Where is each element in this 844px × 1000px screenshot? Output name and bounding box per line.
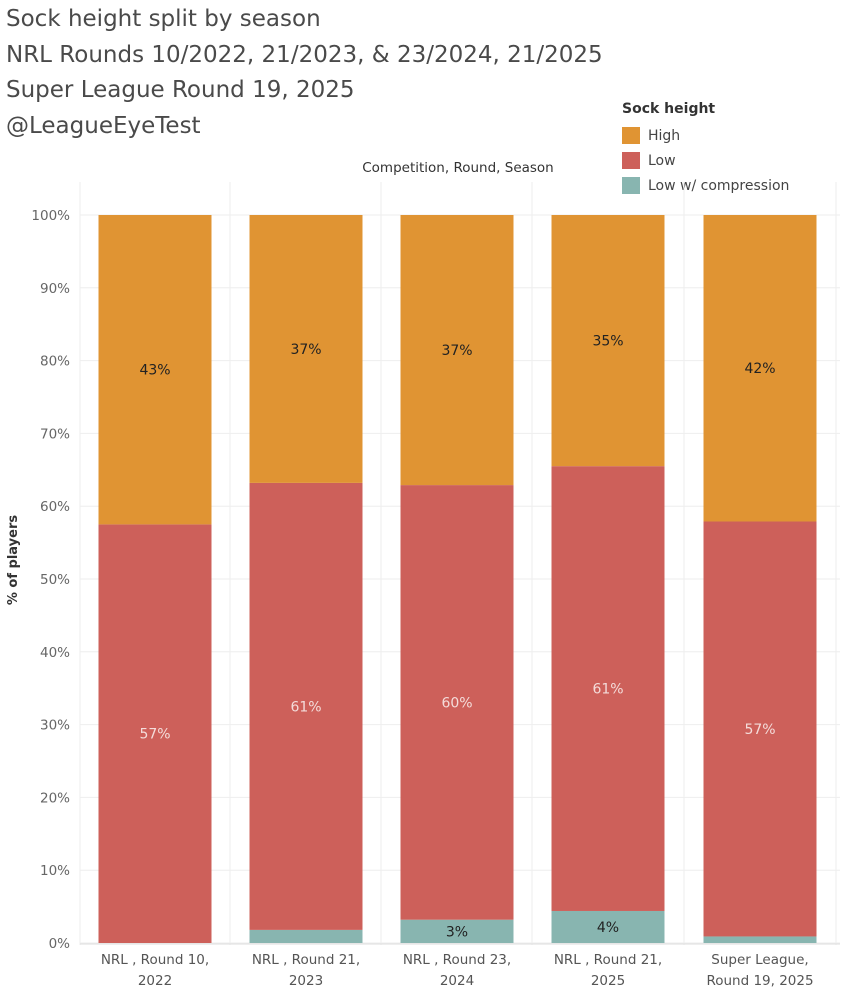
y-axis-ticks: 0% 10% 20% 30% 40% 50% 60% 70% 80% 90% 100%	[31, 208, 70, 952]
data-label: 57%	[139, 727, 170, 743]
data-label: 37%	[290, 342, 321, 358]
legend: Sock height High Low Low w/ compression	[622, 101, 789, 198]
legend-title: Sock height	[622, 101, 716, 117]
x-tick-label-line: Round 19, 2025	[706, 973, 813, 989]
data-label: 61%	[290, 699, 321, 715]
data-label: 42%	[744, 361, 775, 377]
bar-segment[interactable]	[551, 466, 665, 911]
bar-segment[interactable]	[98, 524, 212, 943]
x-tick-label-line: 2023	[289, 973, 323, 989]
x-tick-label-line: NRL , Round 21,	[554, 952, 662, 968]
x-tick-label-line: NRL , Round 23,	[403, 952, 511, 968]
x-tick-label: NRL , Round 23, 2024	[403, 952, 511, 989]
legend-item-low-compression[interactable]: Low w/ compression	[622, 173, 789, 198]
data-label: 35%	[592, 334, 623, 350]
title-line-3: Super League Round 19, 2025	[6, 77, 355, 103]
y-tick-label: 10%	[40, 863, 70, 879]
bar-segment[interactable]	[703, 215, 817, 522]
bar-segment[interactable]	[400, 215, 514, 486]
x-tick-label: NRL , Round 10, 2022	[101, 952, 209, 989]
x-tick-label: Super League, Round 19, 2025	[706, 952, 813, 989]
x-tick-label-line: NRL , Round 10,	[101, 952, 209, 968]
bar-segment[interactable]	[551, 215, 665, 467]
bar-segment[interactable]	[703, 521, 817, 937]
legend-label-low-compression: Low w/ compression	[648, 177, 790, 194]
data-label: 37%	[441, 343, 472, 359]
chart-title: Sock height split by season NRL Rounds 1…	[6, 2, 603, 144]
column-header: Competition, Round, Season	[362, 160, 554, 176]
bar-segment[interactable]	[249, 929, 363, 943]
legend-item-low[interactable]: Low	[622, 148, 789, 173]
legend-swatch-low	[622, 152, 640, 169]
y-tick-label: 90%	[40, 281, 70, 297]
bar-segment[interactable]	[703, 936, 817, 943]
y-axis-label: % of players	[6, 515, 21, 606]
x-tick-label: NRL , Round 21, 2025	[554, 952, 662, 989]
data-label: 57%	[744, 722, 775, 738]
x-tick-label: NRL , Round 21, 2023	[252, 952, 360, 989]
bars	[98, 215, 817, 943]
legend-label-high: High	[648, 127, 681, 144]
y-tick-label: 80%	[40, 354, 70, 370]
bar-segment[interactable]	[249, 215, 363, 483]
bar-segment[interactable]	[551, 910, 665, 943]
data-label: 3%	[446, 924, 468, 940]
y-tick-label: 50%	[40, 572, 70, 588]
bar-segment[interactable]	[400, 919, 514, 943]
data-label: 60%	[441, 695, 472, 711]
x-tick-label-line: 2022	[138, 973, 172, 989]
data-label: 43%	[139, 363, 170, 379]
x-tick-label-line: 2025	[591, 973, 625, 989]
title-line-4: @LeagueEyeTest	[6, 112, 201, 139]
data-label: 61%	[592, 682, 623, 698]
y-tick-label: 60%	[40, 499, 70, 515]
x-tick-label-line: NRL , Round 21,	[252, 952, 360, 968]
data-label: 4%	[597, 920, 619, 936]
y-tick-label: 40%	[40, 645, 70, 661]
data-labels: 57% 43% 61% 37% 3% 60% 37% 4% 61% 35% 57% 42%	[139, 334, 775, 941]
legend-swatch-low-compression	[622, 177, 640, 194]
y-tick-label: 0%	[49, 936, 71, 952]
bar-segment[interactable]	[400, 485, 514, 920]
bar-segment[interactable]	[249, 482, 363, 930]
legend-label-low: Low	[648, 152, 676, 169]
y-tick-label: 100%	[31, 208, 70, 224]
legend-swatch-high	[622, 127, 640, 144]
title-line-1: Sock height split by season	[6, 6, 321, 32]
x-tick-label-line: Super League,	[711, 952, 808, 968]
y-tick-label: 70%	[40, 426, 70, 442]
y-tick-label: 20%	[40, 790, 70, 806]
legend-item-high[interactable]: High	[622, 123, 789, 148]
bar-segment[interactable]	[98, 215, 212, 525]
y-tick-label: 30%	[40, 718, 70, 734]
title-line-2: NRL Rounds 10/2022, 21/2023, & 23/2024, …	[6, 41, 603, 68]
x-tick-label-line: 2024	[440, 973, 474, 989]
